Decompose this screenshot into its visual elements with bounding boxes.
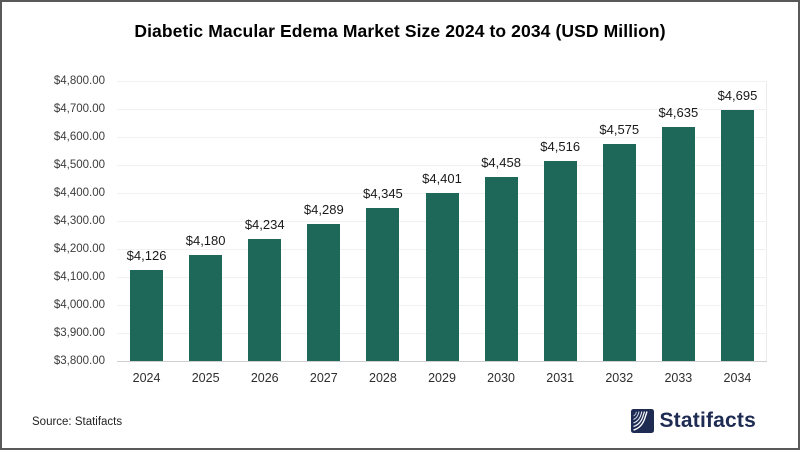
statifacts-logo-icon: [631, 409, 655, 433]
x-axis-tick-label: 2028: [369, 371, 397, 385]
bar-value-label: $4,180: [185, 232, 226, 248]
bar-2031: [543, 160, 577, 361]
bar-2026: [248, 239, 282, 361]
x-axis-tick-label: 2026: [250, 371, 279, 385]
y-gridline: [117, 81, 767, 82]
bar-2025: [189, 254, 223, 361]
bar-2028: [366, 208, 400, 361]
y-gridline: [117, 109, 767, 110]
y-axis-tick-label: $4,500.00: [53, 159, 105, 171]
bar-2034: [720, 110, 754, 361]
bar-value-label: $4,575: [599, 122, 640, 137]
x-axis-tick-label: 2034: [723, 371, 752, 385]
bar-value-label: $4,401: [422, 170, 462, 186]
x-axis-tick-label: 2033: [664, 371, 693, 385]
bar-2032: [602, 144, 636, 361]
chart-title: Diabetic Macular Edema Market Size 2024 …: [134, 21, 666, 41]
x-axis-tick-label: 2029: [428, 371, 456, 385]
y-axis-tick-label: $4,800.00: [53, 75, 105, 87]
y-gridline: [117, 165, 767, 166]
y-axis-tick-label: $3,800.00: [53, 355, 105, 367]
x-axis-tick-label: 2027: [309, 371, 338, 385]
y-axis-tick-label: $4,700.00: [53, 103, 105, 115]
brand-name: Statifacts: [659, 409, 756, 432]
bar-2029: [425, 192, 459, 361]
source-note: Source: Statifacts: [32, 416, 123, 428]
y-axis-tick-label: $4,100.00: [53, 271, 105, 283]
x-axis-line: [117, 361, 767, 362]
y-axis-tick-label: $4,200.00: [53, 243, 105, 255]
plot-area: $3,800.00 $3,900.00 $4,000.00 $4,100.00 $4,2…: [54, 75, 767, 385]
y-axis-tick-label: $4,300.00: [53, 215, 105, 227]
y-axis-tick-label: $4,400.00: [53, 187, 105, 199]
bar-value-label: $4,458: [481, 154, 521, 170]
x-axis-tick-label: 2031: [546, 371, 575, 385]
bar-value-label: $4,635: [658, 105, 699, 121]
y-gridline: [117, 137, 767, 138]
bar-value-label: $4,289: [303, 202, 344, 218]
x-axis-tick-label: 2025: [191, 371, 220, 385]
x-axis-tick-label: 2032: [605, 371, 634, 385]
brand-logo: Statifacts: [631, 406, 756, 436]
x-axis-tick-label: 2024: [132, 371, 161, 385]
bar-value-label: $4,516: [540, 138, 581, 154]
bar-value-label: $4,345: [363, 186, 403, 202]
bar-2024: [130, 269, 164, 361]
bar-value-label: $4,126: [126, 247, 167, 263]
bar-2027: [307, 224, 341, 361]
x-axis-tick-label: 2030: [487, 371, 515, 385]
bar-2030: [484, 176, 518, 361]
bar-value-label: $4,234: [244, 217, 285, 233]
bar-2033: [661, 127, 695, 361]
y-axis-tick-label: $3,900.00: [53, 327, 105, 339]
bar-value-label: $4,695: [717, 88, 758, 104]
y-axis-tick-label: $4,000.00: [53, 299, 105, 311]
y-axis-tick-label: $4,600.00: [53, 131, 105, 143]
